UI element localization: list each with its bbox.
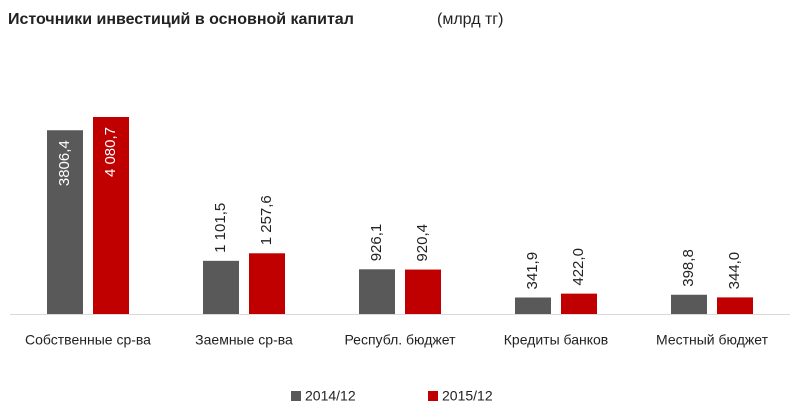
bar [515, 297, 551, 314]
value-label: 926,1 [368, 224, 385, 262]
legend-swatch [291, 391, 301, 401]
bar [561, 293, 597, 314]
bar [717, 297, 753, 314]
bar [359, 269, 395, 314]
chart-title: Источники инвестиций в основной капитал [8, 11, 354, 28]
value-label: 1 257,6 [258, 195, 275, 245]
bar [405, 269, 441, 314]
bar [249, 253, 285, 314]
bar [93, 117, 129, 314]
value-label: 4 080,7 [102, 127, 119, 177]
x-tick-label: Собственные ср-ва [25, 332, 151, 348]
value-label: 3806,4 [56, 140, 73, 186]
value-label: 1 101,5 [212, 203, 229, 253]
legend-label: 2015/12 [442, 388, 493, 404]
value-label: 920,4 [414, 224, 431, 262]
value-label: 422,0 [570, 248, 587, 286]
value-label: 344,0 [726, 252, 743, 290]
bar [671, 294, 707, 314]
bar [203, 260, 239, 314]
value-label: 341,9 [524, 252, 541, 290]
legend-swatch [428, 391, 438, 401]
x-tick-label: Кредиты банков [504, 332, 609, 348]
chart-unit: (млрд тг) [437, 11, 503, 28]
legend-label: 2014/12 [305, 388, 356, 404]
x-tick-label: Заемные ср-ва [195, 332, 293, 348]
value-label: 398,8 [680, 249, 697, 287]
bar [47, 130, 83, 314]
x-tick-label: Местный бюджет [656, 332, 769, 348]
x-tick-label: Республ. бюджет [344, 332, 456, 348]
